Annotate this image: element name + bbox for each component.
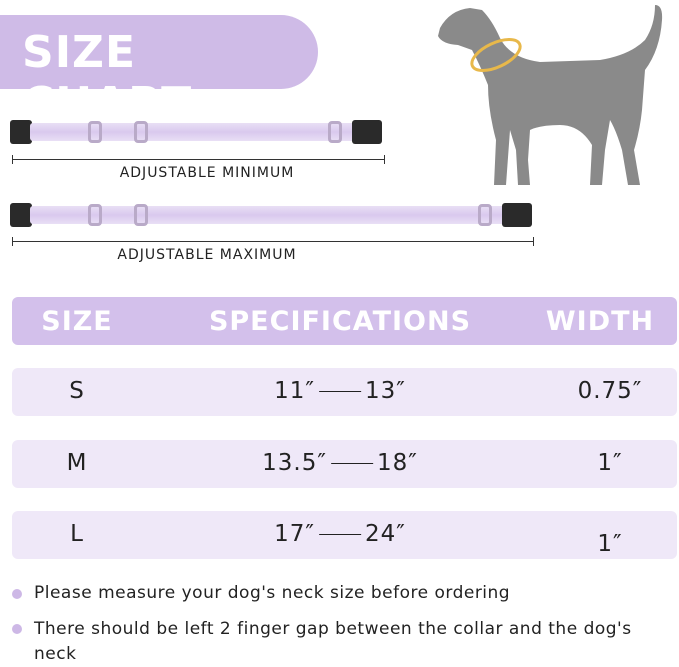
- header-size: SIZE: [41, 306, 113, 337]
- spec-min: 17″: [274, 521, 315, 547]
- note-gap: There should be left 2 finger gap betwee…: [34, 619, 632, 664]
- maximum-label: ADJUSTABLE MAXIMUM: [117, 247, 297, 263]
- banner-title: SIZE CHART: [22, 27, 193, 129]
- size-cell: L: [70, 521, 84, 547]
- size-chart-banner: SIZE CHART: [0, 15, 318, 129]
- header-specifications: SPECIFICATIONS: [208, 306, 472, 337]
- table-row: S 11″ 13″ 0.75″: [12, 368, 677, 416]
- bullet-icon: [12, 624, 22, 634]
- spec-max: 13″: [365, 378, 406, 404]
- spec-cell: 11″ 13″: [274, 378, 406, 404]
- spec-cell: 13.5″ 18″: [262, 450, 418, 476]
- spec-max: 18″: [376, 450, 418, 476]
- table-row: M 13.5″ 18″ 1″: [12, 440, 677, 488]
- spec-min: 13.5″: [262, 450, 327, 476]
- spec-cell: 17″ 24″: [274, 521, 406, 547]
- header-width: WIDTH: [545, 306, 655, 337]
- spec-max: 24″: [365, 521, 406, 547]
- width-cell: 1″: [597, 531, 623, 557]
- dog-collar-icon: [470, 38, 522, 72]
- table-header: SIZE SPECIFICATIONS WIDTH: [12, 297, 677, 345]
- minimum-label: ADJUSTABLE MINIMUM: [119, 165, 295, 181]
- size-cell: S: [69, 378, 85, 404]
- bullet-icon: [12, 589, 22, 599]
- dog-icon: [438, 5, 663, 185]
- note-measure: Please measure your dog's neck size befo…: [34, 583, 511, 603]
- width-cell: 0.75″: [577, 378, 643, 404]
- minimum-dimension-line: [12, 155, 385, 164]
- spec-min: 11″: [274, 378, 315, 404]
- maximum-dimension-line: [12, 237, 534, 246]
- table-row: L 17″ 24″ 1″: [12, 511, 677, 559]
- size-cell: M: [66, 450, 88, 476]
- width-cell: 1″: [597, 450, 623, 476]
